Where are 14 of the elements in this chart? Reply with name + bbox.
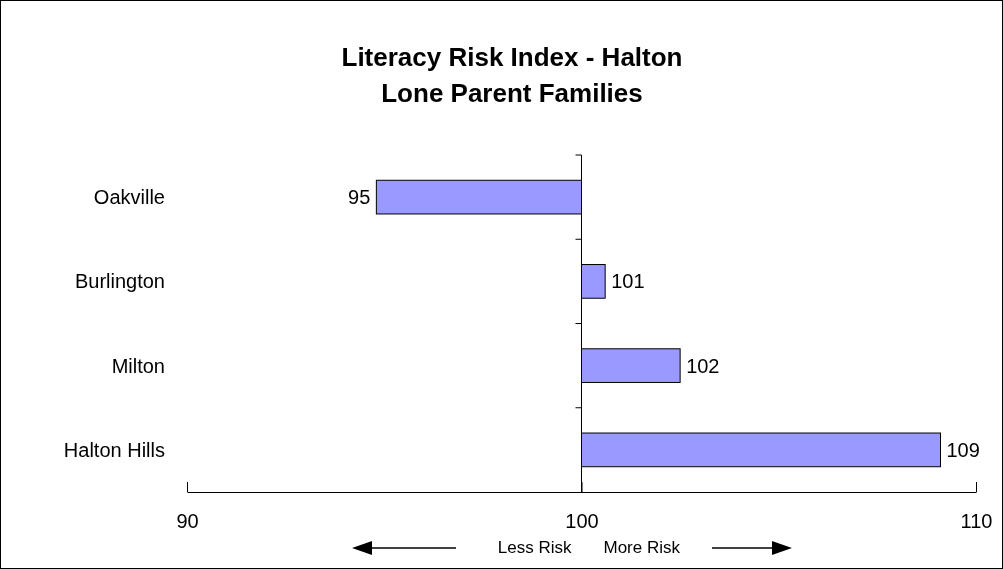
- x-tick-label: 90: [176, 510, 199, 533]
- chart-title: Literacy Risk Index - Halton Lone Parent Families: [341, 42, 683, 108]
- y-tick-label: Burlington: [74, 270, 165, 293]
- x-tick-label: 100: [565, 510, 599, 533]
- y-tick-label: Oakville: [93, 186, 165, 209]
- y-tick-label: Halton Hills: [63, 438, 165, 461]
- y-tick-label: Milton: [111, 354, 165, 377]
- data-label: 102: [686, 354, 720, 377]
- text: More Risk: [603, 538, 681, 557]
- data-label: 101: [611, 270, 645, 293]
- data-label: 109: [946, 438, 980, 461]
- text: Less Risk: [497, 538, 572, 557]
- data-label: 95: [348, 186, 371, 209]
- x-tick-label: 110: [960, 510, 993, 533]
